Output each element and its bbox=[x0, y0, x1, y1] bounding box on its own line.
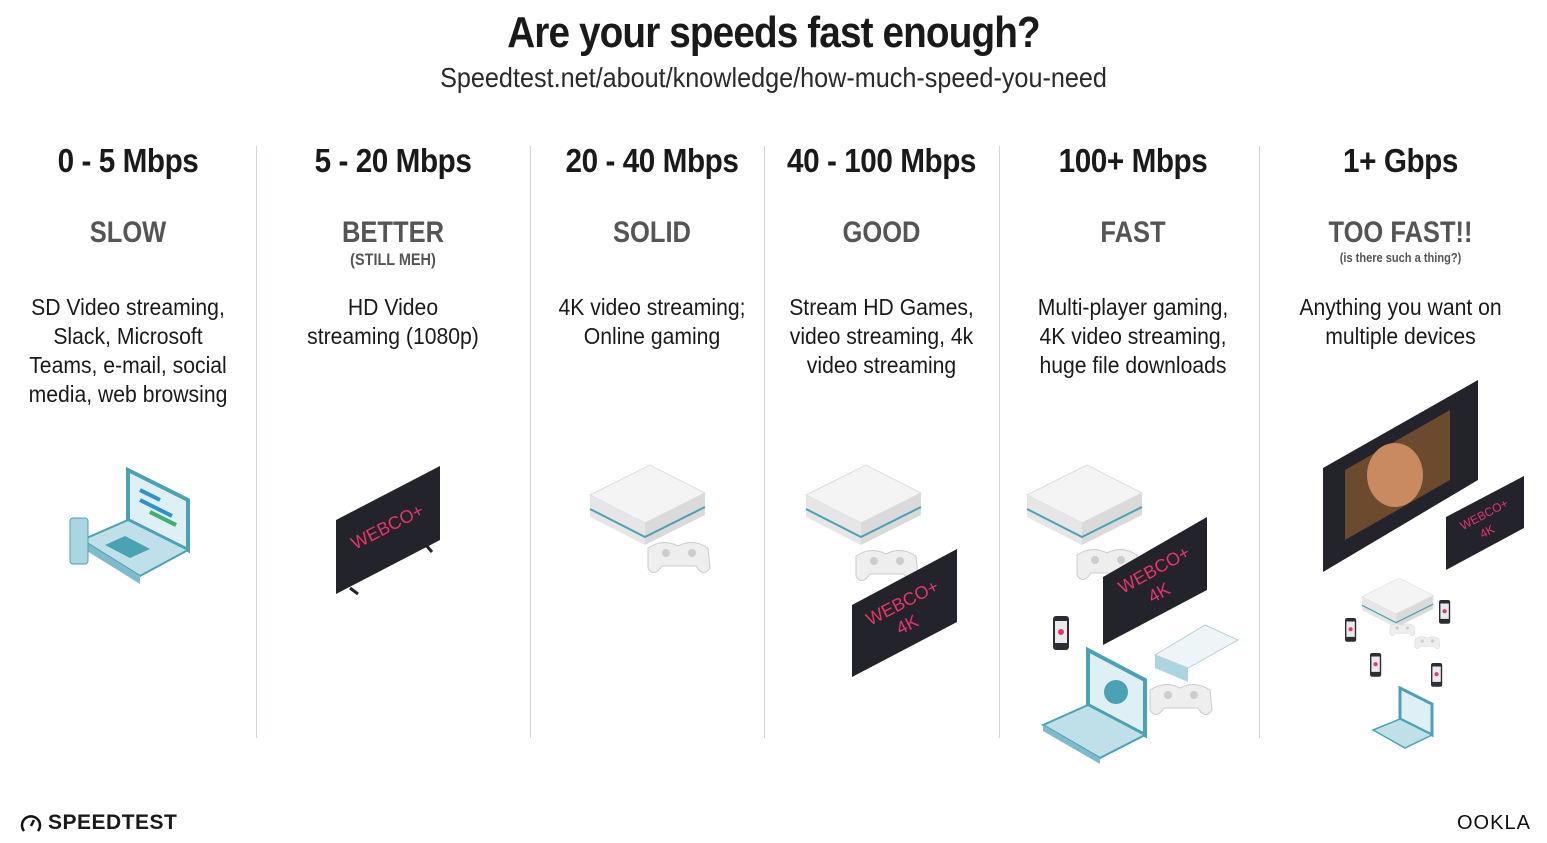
tier-solid: 20 - 40 Mbps SOLID 4K video streaming; O… bbox=[530, 138, 774, 738]
speedtest-logo-text: SPEEDTEST bbox=[48, 811, 178, 834]
phone-illustration bbox=[1431, 663, 1443, 687]
phone-illustration bbox=[1439, 600, 1451, 624]
tier-slow: 0 - 5 Mbps SLOW SD Video streaming, Slac… bbox=[0, 138, 256, 738]
phone-illustration bbox=[1345, 618, 1357, 642]
tier-description: Multi-player gaming, 4K video streaming,… bbox=[1037, 294, 1229, 378]
column-divider bbox=[999, 146, 1000, 738]
tier-category: TOO FAST!! bbox=[1328, 216, 1473, 249]
console-vertical-illustration bbox=[1149, 624, 1240, 716]
tier-category: BETTER bbox=[342, 216, 444, 249]
column-divider bbox=[764, 146, 765, 738]
tier-note: (STILL MEH) bbox=[350, 250, 436, 269]
console-illustration bbox=[1361, 577, 1434, 629]
tier-range: 1+ Gbps bbox=[1343, 142, 1458, 179]
tier-fast: 100+ Mbps FAST Multi-player gaming, 4K v… bbox=[999, 138, 1267, 738]
ookla-logo: OOKLA bbox=[1457, 812, 1531, 834]
page-title: Are your speeds fast enough? bbox=[507, 8, 1040, 57]
tv-illustration: WEBCO+ bbox=[336, 466, 440, 596]
column-divider bbox=[530, 146, 531, 738]
tier-too-fast: 1+ Gbps TOO FAST!! (is there such a thin… bbox=[1259, 138, 1542, 738]
tier-range: 20 - 40 Mbps bbox=[565, 142, 739, 179]
controller-illustration bbox=[1414, 636, 1441, 650]
laptop-illustration bbox=[1371, 685, 1434, 749]
phone-illustration bbox=[1053, 616, 1069, 650]
tier-range: 5 - 20 Mbps bbox=[314, 142, 472, 179]
tier-category: SOLID bbox=[613, 216, 691, 249]
gauge-icon bbox=[20, 815, 42, 832]
tier-description: Stream HD Games, video streaming, 4k vid… bbox=[789, 294, 974, 378]
controller-illustration bbox=[1389, 623, 1416, 637]
tier-category: FAST bbox=[1100, 216, 1166, 249]
tier-range: 100+ Mbps bbox=[1058, 142, 1208, 179]
tier-category: SLOW bbox=[89, 216, 167, 249]
tier-better: 5 - 20 Mbps BETTER (STILL MEH) HD Video … bbox=[256, 138, 530, 738]
column-divider bbox=[256, 146, 257, 738]
column-divider bbox=[1259, 146, 1260, 738]
source-url: Speedtest.net/about/knowledge/how-much-s… bbox=[440, 62, 1107, 93]
phone-illustration bbox=[1370, 653, 1382, 677]
console-illustration bbox=[805, 464, 922, 582]
laptop-illustration bbox=[69, 466, 191, 584]
tier-description: SD Video streaming, Slack, Microsoft Tea… bbox=[28, 294, 228, 407]
tv-4k-label: 4K bbox=[1477, 522, 1497, 541]
speedtest-logo: SPEEDTEST bbox=[20, 811, 177, 835]
tier-description: 4K video streaming; Online gaming bbox=[558, 294, 746, 349]
tv-4k-illustration: WEBCO+ 4K bbox=[1103, 517, 1207, 645]
tier-note: (is there such a thing?) bbox=[1339, 250, 1462, 265]
console-illustration bbox=[1026, 464, 1143, 581]
tier-description: HD Video streaming (1080p) bbox=[307, 294, 479, 349]
laptop-illustration bbox=[1040, 646, 1148, 764]
big-tv-illustration bbox=[1323, 380, 1478, 572]
tier-range: 40 - 100 Mbps bbox=[787, 142, 976, 179]
tier-good: 40 - 100 Mbps GOOD Stream HD Games, vide… bbox=[764, 138, 999, 738]
tier-range: 0 - 5 Mbps bbox=[57, 142, 199, 179]
tier-description: Anything you want on multiple devices bbox=[1299, 294, 1502, 349]
console-illustration bbox=[589, 464, 711, 574]
tier-category: GOOD bbox=[842, 216, 921, 249]
